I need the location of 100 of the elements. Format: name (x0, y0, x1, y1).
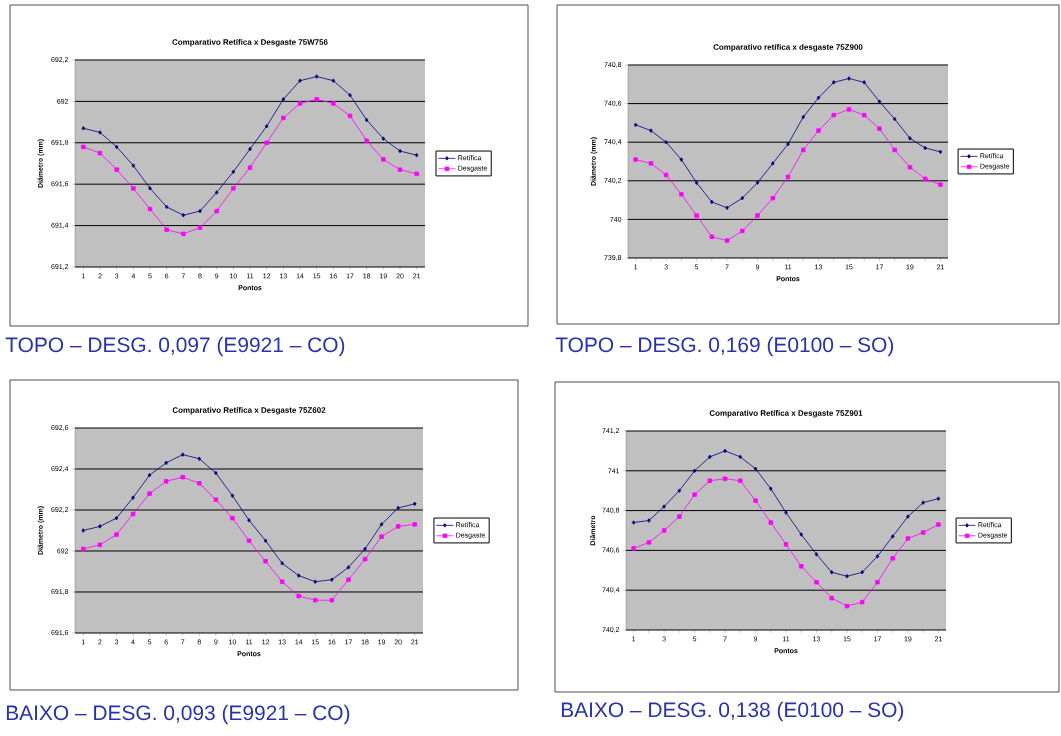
point (661, 528, 667, 533)
point (938, 182, 943, 187)
point (331, 101, 336, 106)
point (725, 205, 729, 210)
point (230, 515, 235, 521)
point (831, 112, 836, 118)
point (264, 124, 269, 129)
point (246, 538, 252, 543)
point (906, 514, 910, 519)
point (648, 161, 654, 166)
point (786, 141, 790, 147)
point (147, 491, 152, 496)
point (907, 165, 913, 170)
point (362, 556, 368, 562)
point (395, 524, 401, 529)
point (631, 520, 636, 525)
point (247, 518, 251, 523)
point (860, 570, 864, 575)
point (768, 520, 773, 525)
point (831, 80, 836, 85)
point (755, 180, 760, 185)
point (679, 192, 684, 197)
point (348, 92, 352, 98)
point (197, 456, 202, 461)
point (738, 478, 743, 483)
point (279, 579, 285, 584)
point (860, 599, 865, 605)
point (130, 511, 136, 517)
point (631, 546, 636, 551)
point (412, 522, 417, 527)
point (664, 139, 668, 145)
point (875, 554, 880, 559)
point (163, 479, 169, 484)
point (97, 150, 103, 156)
point (692, 468, 697, 473)
point (892, 147, 897, 153)
point (936, 496, 941, 501)
point (723, 448, 727, 454)
point (114, 167, 119, 172)
point (381, 136, 386, 141)
point (771, 161, 775, 166)
point (784, 510, 788, 515)
point (81, 546, 86, 552)
point (770, 195, 775, 201)
point (814, 580, 819, 585)
point (662, 504, 666, 509)
point (114, 515, 119, 521)
point (799, 564, 804, 569)
point (647, 518, 651, 523)
point (829, 570, 834, 575)
text: TOPO – DESG. 0,097 (E9921 – CO) (5, 336, 345, 357)
point (164, 204, 169, 210)
point (722, 476, 728, 481)
point (264, 140, 269, 145)
text: BAIXO – DESG. 0,093 (E9921 – CO) (6, 704, 350, 725)
point (663, 172, 669, 178)
point (801, 114, 805, 120)
point (692, 492, 697, 497)
point (753, 498, 758, 503)
point (816, 128, 821, 133)
point (346, 565, 351, 570)
text: BAIXO – DESG. 0,138 (E0100 – SO) (561, 701, 904, 722)
point (263, 559, 268, 564)
point (364, 138, 369, 143)
point (131, 163, 136, 168)
point (677, 488, 682, 493)
point (147, 472, 152, 478)
point (347, 113, 353, 119)
point (633, 122, 638, 127)
point (363, 546, 367, 552)
point (329, 597, 335, 603)
point (679, 157, 684, 162)
point (214, 470, 218, 476)
point (313, 579, 318, 584)
point (331, 78, 336, 83)
point (801, 147, 806, 153)
point (633, 157, 638, 162)
point (709, 234, 715, 239)
point (180, 452, 185, 457)
point (922, 176, 928, 182)
point (920, 530, 926, 535)
point (379, 534, 384, 539)
point (398, 148, 402, 154)
point (862, 80, 866, 85)
point (783, 542, 789, 547)
point (81, 126, 86, 131)
point (280, 561, 284, 566)
point (180, 474, 185, 480)
point (707, 478, 713, 483)
point (799, 532, 803, 537)
point (248, 146, 252, 152)
point (846, 107, 852, 112)
point (646, 540, 652, 545)
point (890, 534, 895, 539)
point (740, 228, 745, 234)
point (314, 74, 319, 79)
point (263, 538, 268, 543)
point (397, 167, 403, 172)
point (298, 78, 302, 83)
point (923, 145, 927, 151)
